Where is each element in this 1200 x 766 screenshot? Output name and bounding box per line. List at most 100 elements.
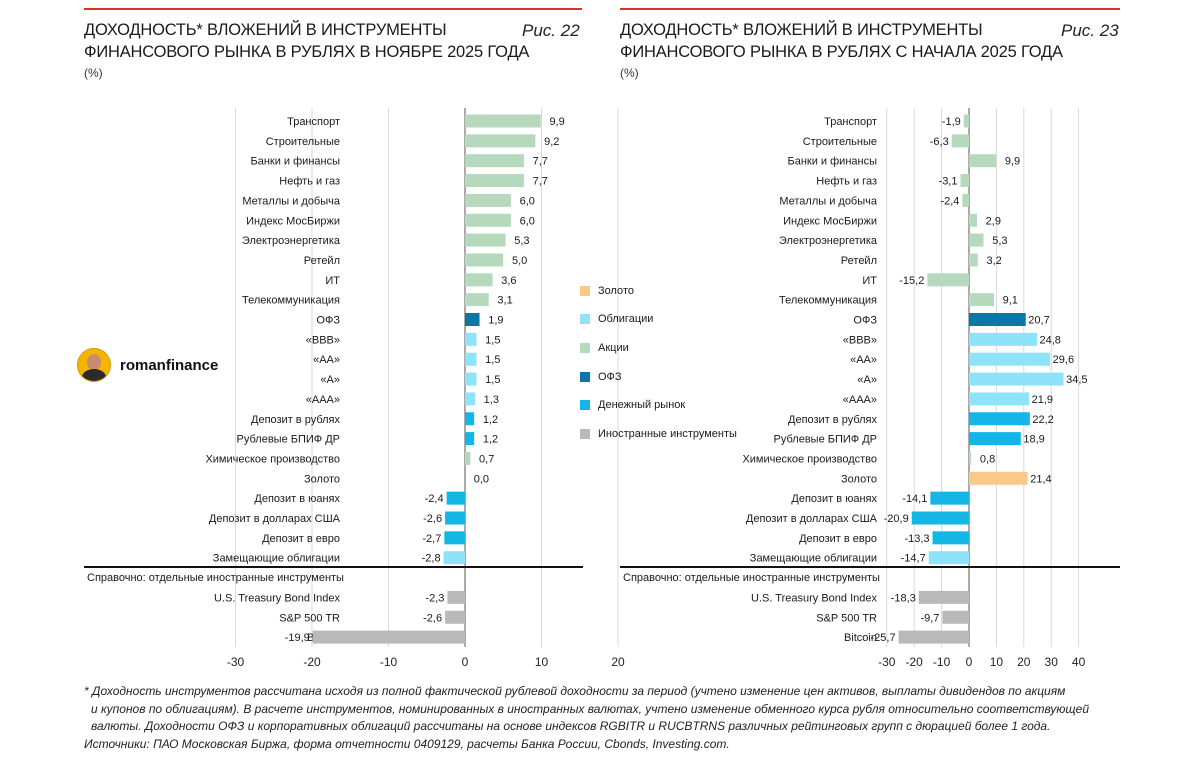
left-chart-title: ДОХОДНОСТЬ* ВЛОЖЕНИЙ В ИНСТРУМЕНТЫ ФИНАН… xyxy=(84,21,530,61)
chart1-bar-замещающие-облигации xyxy=(443,551,465,565)
chart2-category-label: Химическое производство xyxy=(742,453,877,465)
chart1-value-label: 1,3 xyxy=(484,394,499,406)
chart1-bar-телекоммуникация xyxy=(465,293,489,307)
chart1-bar-электроэнергетика xyxy=(465,233,506,247)
chart2-category-label: ОФЗ xyxy=(853,315,877,327)
chart1-value-label: -2,3 xyxy=(425,592,444,604)
chart2-category-label: Банки и финансы xyxy=(788,156,878,168)
chart1-bar-aa xyxy=(465,352,477,366)
chart1-bar-офз xyxy=(465,313,480,326)
chart1-bar-bitcoin xyxy=(312,630,465,644)
chart1-value-label: 7,7 xyxy=(533,176,548,188)
chart2-bar-депозит-в-долларах-сша xyxy=(911,511,969,525)
footnote-line-3: валюты. Доходности ОФЗ и корпоративных о… xyxy=(91,719,1051,733)
chart2-value-label: 34,5 xyxy=(1066,374,1087,386)
chart2-category-label: «BBB» xyxy=(843,334,877,346)
chart1-value-label: 1,9 xyxy=(488,315,503,327)
chart2-value-label: 2,9 xyxy=(986,215,1001,227)
chart1-value-label: 1,5 xyxy=(485,354,500,366)
legend-swatch-gold xyxy=(580,286,590,296)
chart1-category-label: Банки и финансы xyxy=(251,156,341,168)
legend-label-ofz: ОФЗ xyxy=(598,371,622,383)
chart1-tick-label: 20 xyxy=(611,655,625,669)
chart2-bar-телекоммуникация xyxy=(969,293,994,307)
chart1-value-label: 1,2 xyxy=(483,434,498,446)
chart2-tick-label: 40 xyxy=(1072,655,1086,669)
footnote-sources: Источники: ПАО Московская Биржа, форма о… xyxy=(84,736,730,751)
chart1-category-label: «AA» xyxy=(313,354,340,366)
right-chart-unit: (%) xyxy=(620,66,639,80)
left-figure-label: Рис. 22 xyxy=(522,21,580,40)
legend-item-foreign: Иностранные инструменты xyxy=(580,427,737,441)
chart2-value-label: -15,2 xyxy=(899,275,924,287)
right-chart-top-rule xyxy=(620,8,1120,10)
chart1-value-label: 5,0 xyxy=(512,255,527,267)
chart1-category-label: ИТ xyxy=(325,275,340,287)
chart2-bar-bitcoin xyxy=(898,630,969,644)
chart1-value-label: 9,2 xyxy=(544,136,559,148)
chart2-category-label: «AAA» xyxy=(843,394,877,406)
chart2-tick-label: 20 xyxy=(1017,655,1031,669)
chart2-category-label: «A» xyxy=(857,374,877,386)
legend-label-gold: Золото xyxy=(598,285,634,297)
chart2-category-label: Депозит в евро xyxy=(799,533,877,545)
chart2-bar-bbb xyxy=(969,332,1037,346)
legend-swatch-bonds xyxy=(580,314,590,324)
chart2-value-label: -6,3 xyxy=(930,136,949,148)
chart2-tick-label: 30 xyxy=(1045,655,1059,669)
legend-item-money-market: Денежный рынок xyxy=(580,398,685,412)
chart1-category-label: Депозит в евро xyxy=(262,533,340,545)
chart2-category-label: ИТ xyxy=(862,275,877,287)
right-figure-label: Рис. 23 xyxy=(1061,21,1119,40)
chart2-category-label: U.S. Treasury Bond Index xyxy=(751,592,877,604)
chart2-tick-label: -20 xyxy=(906,655,924,669)
chart2-value-label: 29,6 xyxy=(1053,354,1074,366)
chart2-value-label: 3,2 xyxy=(986,255,1001,267)
avatar-icon xyxy=(77,348,111,382)
chart2-bar-строительные xyxy=(951,134,969,148)
legend-label-shares: Акции xyxy=(598,342,629,354)
chart1-bar-химическое-производство xyxy=(465,451,471,465)
chart1-value-label: 6,0 xyxy=(520,215,535,227)
chart1-category-label: «A» xyxy=(320,374,340,386)
legend-label-foreign: Иностранные инструменты xyxy=(598,428,737,440)
legend-item-bonds: Облигации xyxy=(580,312,653,326)
chart2-category-label: Bitcoin xyxy=(844,632,877,644)
legend-swatch-ofz xyxy=(580,372,590,382)
chart2-tick-label: 10 xyxy=(990,655,1004,669)
chart1-category-label: ОФЗ xyxy=(316,315,340,327)
chart2-value-label: 20,7 xyxy=(1028,315,1049,327)
chart1-category-label: Транспорт xyxy=(287,116,340,128)
chart2-category-label: Металлы и добыча xyxy=(779,195,878,207)
chart2-bar-ретейл xyxy=(969,253,978,267)
legend-label-money-market: Денежный рынок xyxy=(598,399,686,411)
chart1-bar-депозит-в-юанях xyxy=(446,491,465,505)
chart2-value-label: 0,8 xyxy=(980,453,995,465)
chart1-value-label: -2,6 xyxy=(423,513,442,525)
chart2-bar-депозит-в-юанях xyxy=(930,491,969,505)
chart1-value-label: -2,8 xyxy=(422,553,441,565)
chart1-tick-label: 0 xyxy=(462,655,469,669)
chart2-bar-электроэнергетика xyxy=(969,233,984,247)
chart1-value-label: 6,0 xyxy=(520,195,535,207)
chart2-value-label: 21,4 xyxy=(1030,473,1051,485)
legend-swatch-foreign xyxy=(580,429,590,439)
chart1-category-label: Химическое производство xyxy=(205,453,340,465)
chart2-bar-a xyxy=(969,372,1064,386)
chart1-category-label: Индекс МосБиржи xyxy=(246,215,340,227)
chart2-bar-нефть-и-газ xyxy=(960,174,969,188)
chart2-bar-химическое-производство xyxy=(969,451,972,465)
chart1-bar-aaa xyxy=(465,392,475,406)
chart1-category-label: «BBB» xyxy=(306,334,340,346)
chart1-bar-металлы-и-добыча xyxy=(465,193,511,207)
chart1-value-label: -2,7 xyxy=(422,533,441,545)
chart2-tick-label: -30 xyxy=(878,655,896,669)
chart1-tick-label: -30 xyxy=(227,655,245,669)
chart2-category-label: Депозит в юанях xyxy=(791,493,877,505)
chart1-bar-bbb xyxy=(465,332,477,346)
chart2-bar-депозит-в-евро xyxy=(932,531,969,545)
chart1-category-label: Депозит в долларах США xyxy=(209,513,341,525)
chart1-bar-s-p-500-tr xyxy=(445,610,465,624)
chart2-category-label: Ретейл xyxy=(841,255,877,267)
chart2-bar-депозит-в-рублях xyxy=(969,412,1030,426)
